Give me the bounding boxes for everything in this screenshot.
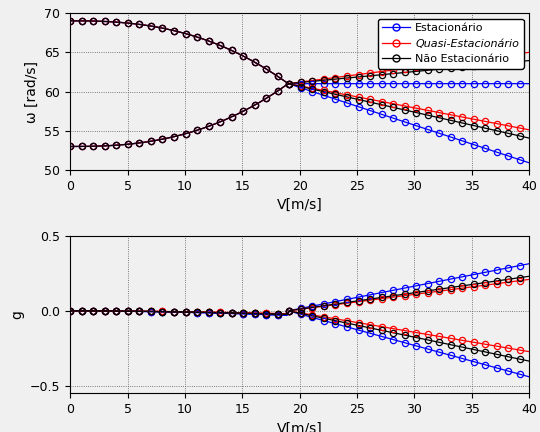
X-axis label: V[m/s]: V[m/s]: [277, 198, 322, 213]
Y-axis label: g: g: [10, 310, 24, 319]
X-axis label: V[m/s]: V[m/s]: [277, 421, 322, 432]
Legend: Estacionário, Quasi-Estacionário, Não Estacionário: Estacionário, Quasi-Estacionário, Não Es…: [377, 19, 524, 69]
Y-axis label: ω [rad/s]: ω [rad/s]: [25, 60, 39, 123]
